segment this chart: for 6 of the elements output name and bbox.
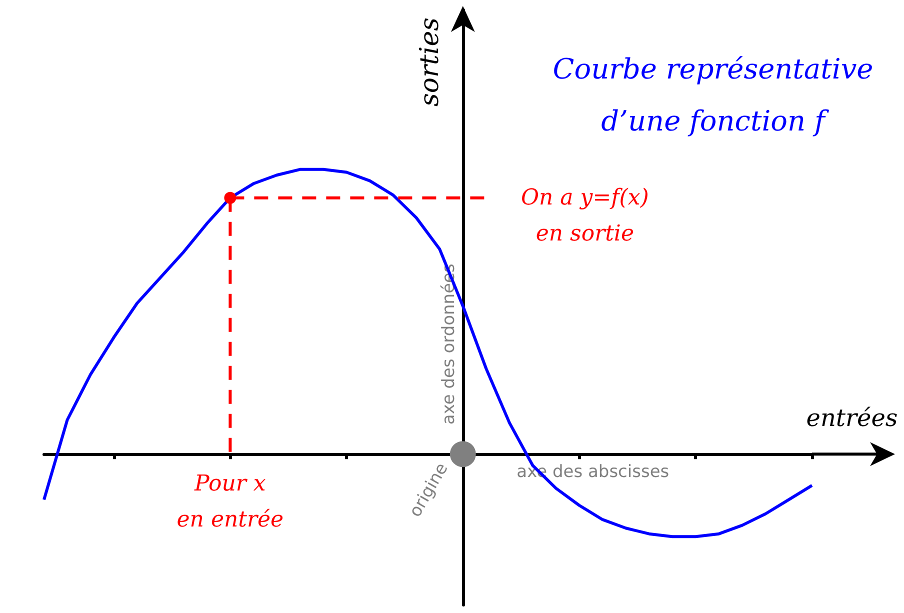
chart-title: Courbe représentative d’une fonction f xyxy=(552,52,874,138)
y-axis-title: sorties xyxy=(415,18,445,106)
annotation: axe des ordonnées xyxy=(438,264,459,425)
x-axis-title: entrées xyxy=(806,404,898,432)
annotation: Pour x en entrée xyxy=(176,472,284,533)
annotation: On a y=f(x) en sortie xyxy=(520,185,649,246)
